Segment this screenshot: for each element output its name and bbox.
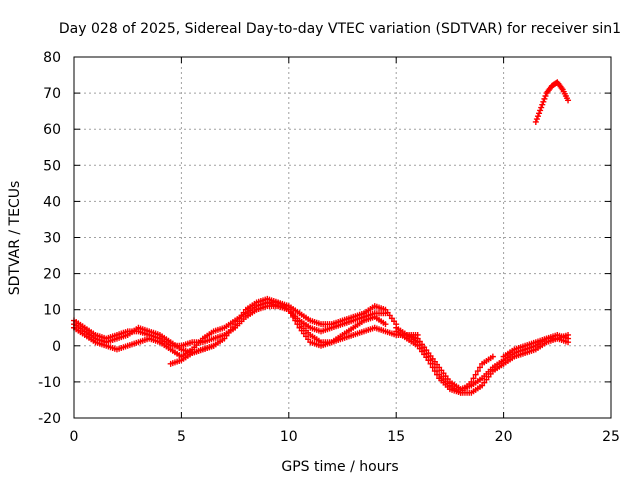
- y-axis-label: SDTVAR / TECUs: [7, 181, 23, 296]
- data-series: [71, 79, 572, 396]
- data-point-marker: [470, 375, 477, 382]
- series-track-9: [500, 335, 572, 360]
- data-point-marker: [210, 342, 217, 349]
- data-point-marker: [427, 360, 434, 367]
- data-point-marker: [565, 97, 572, 104]
- y-tick-label: 40: [43, 194, 61, 210]
- y-tick-label: 50: [43, 158, 61, 174]
- data-point-marker: [425, 357, 432, 364]
- x-tick-label: 0: [70, 429, 79, 445]
- y-tick-label: 0: [52, 339, 61, 355]
- data-point-marker: [472, 371, 479, 378]
- data-point-marker: [565, 339, 572, 346]
- data-point-marker: [434, 371, 441, 378]
- y-tick-label: -10: [38, 375, 61, 391]
- y-tick-label: 20: [43, 267, 61, 283]
- plot-frame: [73, 56, 612, 419]
- y-tick-label: 70: [43, 86, 61, 102]
- data-point-marker: [539, 101, 546, 108]
- data-point-marker: [476, 364, 483, 371]
- data-point-marker: [287, 310, 294, 317]
- data-point-marker: [536, 110, 543, 117]
- series-track-5: [167, 342, 217, 367]
- data-point-marker: [382, 321, 389, 328]
- x-axis-label: GPS time / hours: [281, 459, 398, 475]
- series-track-10: [532, 79, 572, 125]
- data-point-marker: [285, 306, 292, 313]
- x-tick-label: 10: [280, 429, 298, 445]
- data-point-marker: [474, 368, 481, 375]
- tick-labels: 0 5 10 15 20 25 -20 -10 0 10 20 30 40 50 60 70 80: [38, 50, 620, 445]
- data-point-marker: [532, 118, 539, 125]
- data-point-marker: [292, 317, 299, 324]
- x-tick-label: 15: [387, 429, 405, 445]
- data-point-marker: [534, 113, 541, 120]
- y-tick-label: -20: [38, 411, 61, 427]
- data-point-marker: [290, 313, 297, 320]
- y-tick-label: 60: [43, 122, 61, 138]
- data-point-marker: [382, 310, 389, 317]
- data-point-marker: [294, 321, 301, 328]
- x-tick-label: 5: [177, 429, 186, 445]
- chart-title: Day 028 of 2025, Sidereal Day-to-day VTE…: [59, 21, 621, 37]
- x-tick-label: 25: [602, 429, 620, 445]
- data-point-marker: [431, 368, 438, 375]
- y-tick-label: 10: [43, 303, 61, 319]
- y-tick-label: 80: [43, 50, 61, 66]
- x-tick-label: 20: [495, 429, 513, 445]
- data-point-marker: [489, 353, 496, 360]
- data-point-marker: [540, 98, 547, 105]
- data-point-marker: [429, 364, 436, 371]
- data-point-marker: [541, 95, 548, 102]
- data-point-marker: [538, 104, 545, 111]
- y-tick-label: 30: [43, 231, 61, 247]
- data-point-marker: [542, 92, 549, 99]
- data-point-marker: [533, 116, 540, 123]
- data-point-marker: [537, 107, 544, 114]
